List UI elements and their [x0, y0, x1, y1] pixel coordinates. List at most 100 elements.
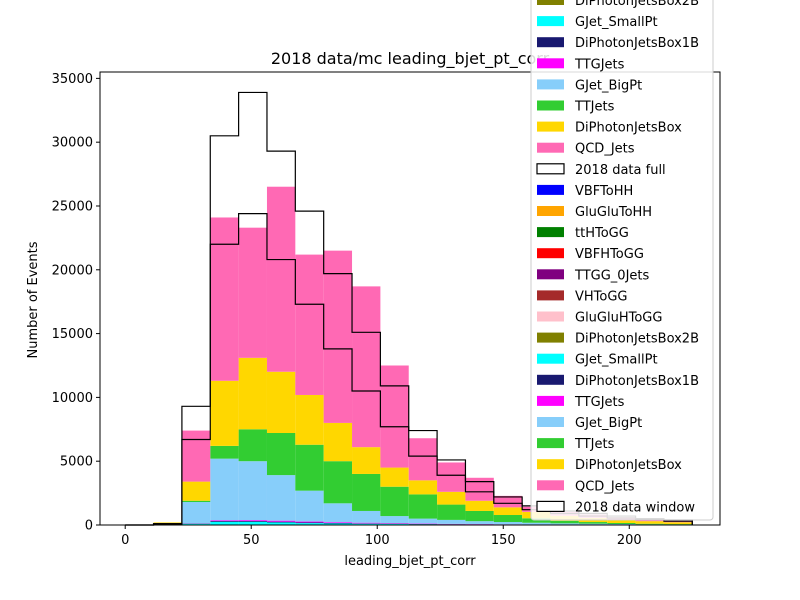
- bar-qcd-jets-6: [295, 254, 324, 395]
- axes-frame: [99, 71, 721, 526]
- bar-gjet-smallpt-6: [295, 523, 324, 525]
- bar-diphotonjetsbox-4: [238, 357, 267, 430]
- bar-gjet-bigpt-13: [493, 522, 523, 525]
- legend-box: [530, 0, 714, 521]
- bar-ttjets-4: [238, 429, 267, 462]
- bar-qcd-jets-2: [181, 430, 211, 482]
- legend-label-7: QCD_Jets: [575, 142, 635, 157]
- bar-gjet-smallpt-3: [210, 521, 239, 525]
- legend-swatch-10: [537, 206, 564, 216]
- bar-diphotonjetsbox-18: [635, 521, 664, 524]
- bar-qcd-jets-5: [266, 186, 296, 372]
- legend-swatch-24: [536, 500, 565, 512]
- bar-ttgjets-9: [380, 523, 409, 524]
- bar-gjet-bigpt-2: [181, 502, 211, 524]
- legend-swatch-5: [537, 100, 564, 111]
- bar-gjet-bigpt-16: [578, 523, 608, 525]
- bar-gjet-bigpt-15: [550, 523, 579, 525]
- y-tick-label-10000: 10000: [52, 391, 93, 406]
- y-tick-label-30000: 30000: [52, 136, 93, 151]
- bar-gjet-smallpt-8: [352, 523, 381, 525]
- bar-ttjets-8: [352, 473, 381, 511]
- legend-swatch-14: [537, 290, 564, 301]
- bar-diphotonjetsbox-12: [465, 500, 494, 511]
- legend-label-23: QCD_Jets: [575, 479, 635, 494]
- bar-diphotonjetsbox-10: [408, 480, 438, 495]
- legend: DiPhotonJetsBox2B GJet_SmallPt DiPhotonJet…: [530, 0, 714, 521]
- legend-swatch-19: [537, 395, 564, 406]
- bar-gjet-bigpt-8: [352, 510, 381, 523]
- legend-label-18: DiPhotonJetsBox1B: [575, 374, 699, 389]
- legend-swatch-8: [536, 163, 565, 175]
- bar-gjet-bigpt-4: [238, 461, 267, 521]
- bar-ttjets-2: [181, 500, 211, 503]
- bar-ttjets-18: [635, 523, 664, 525]
- legend-label-9: VBFToHH: [575, 184, 633, 199]
- y-tick-label-5000: 5000: [60, 455, 93, 470]
- bar-diphotonjetsbox-3: [210, 380, 239, 446]
- x-tick-label-200: 200: [617, 533, 642, 548]
- bar-gjet-bigpt-17: [607, 524, 636, 525]
- bar-ttgjets-5: [266, 520, 296, 522]
- legend-swatch-22: [537, 459, 564, 470]
- legend-label-0: DiPhotonJetsBox2B: [575, 0, 699, 9]
- bar-gjet-smallpt-9: [380, 523, 409, 525]
- bar-qcd-jets-11: [437, 462, 466, 492]
- bar-ttgjets-6: [295, 521, 324, 523]
- bar-diphotonjetsbox-13: [493, 507, 523, 516]
- bar-diphotonjetsbox-19: [663, 522, 693, 525]
- bar-ttjets-13: [493, 515, 523, 523]
- legend-swatch-1: [537, 16, 564, 27]
- bar-diphotonjetsbox-11: [437, 491, 466, 505]
- y-tick-label-20000: 20000: [52, 263, 93, 278]
- bar-diphotonjetsbox-9: [380, 467, 409, 487]
- legend-swatch-13: [537, 269, 564, 280]
- bar-ttjets-11: [437, 504, 466, 520]
- bar-qcd-jets-12: [465, 477, 494, 501]
- bar-ttjets-7: [323, 461, 353, 504]
- bar-gjet-bigpt-9: [380, 516, 409, 524]
- legend-swatch-6: [537, 121, 564, 132]
- bar-gjet-smallpt-5: [266, 522, 296, 525]
- bar-ttgjets-4: [238, 520, 267, 522]
- bar-diphotonjetsbox-6: [295, 394, 324, 445]
- legend-swatch-23: [537, 480, 564, 491]
- bar-gjet-bigpt-11: [437, 519, 466, 524]
- legend-swatch-17: [537, 353, 564, 364]
- bar-qcd-jets-13: [493, 495, 523, 508]
- bar-gjet-bigpt-10: [408, 518, 438, 524]
- bar-ttjets-10: [408, 494, 438, 519]
- bar-ttjets-9: [380, 486, 409, 517]
- legend-label-19: TTGJets: [574, 395, 625, 410]
- legend-swatch-15: [537, 311, 564, 322]
- bar-gjet-bigpt-14: [522, 522, 551, 525]
- legend-label-15: GluGluHToGG: [575, 311, 662, 326]
- axes: 0 50 100 150 200 0 5000 10000 15000 20000 25000 300…: [52, 71, 721, 548]
- bar-qcd-jets-9: [380, 365, 409, 468]
- legend-swatch-3: [537, 58, 564, 69]
- bar-qcd-jets-7: [323, 250, 353, 423]
- bar-diphotonjetsbox-17: [607, 519, 636, 523]
- bar-diphotonjetsbox-5: [266, 371, 296, 433]
- bar-gjet-smallpt-2: [181, 523, 211, 525]
- x-tick-label-50: 50: [243, 533, 260, 548]
- bar-gjet-smallpt-7: [323, 523, 353, 525]
- legend-swatch-9: [537, 184, 564, 195]
- legend-swatch-11: [537, 227, 564, 238]
- legend-label-11: ttHToGG: [575, 226, 629, 241]
- bar-gjet-bigpt-5: [266, 475, 296, 521]
- bar-ttgjets-7: [323, 522, 353, 523]
- bar-qcd-jets-8: [352, 286, 381, 448]
- bar-diphotonjetsbox1b-3: [210, 521, 239, 522]
- bar-ttjets-3: [210, 445, 239, 459]
- legend-label-20: GJet_BigPt: [575, 416, 642, 431]
- legend-label-22: DiPhotonJetsBox: [575, 458, 682, 473]
- legend-label-6: DiPhotonJetsBox: [575, 121, 682, 136]
- legend-swatch-4: [537, 79, 564, 90]
- legend-label-4: GJet_BigPt: [575, 78, 642, 93]
- x-tick-label-100: 100: [365, 533, 390, 548]
- bar-diphotonjetsbox-2: [181, 481, 211, 501]
- legend-swatch-12: [537, 248, 564, 259]
- bar-diphotonjetsbox-7: [323, 422, 353, 462]
